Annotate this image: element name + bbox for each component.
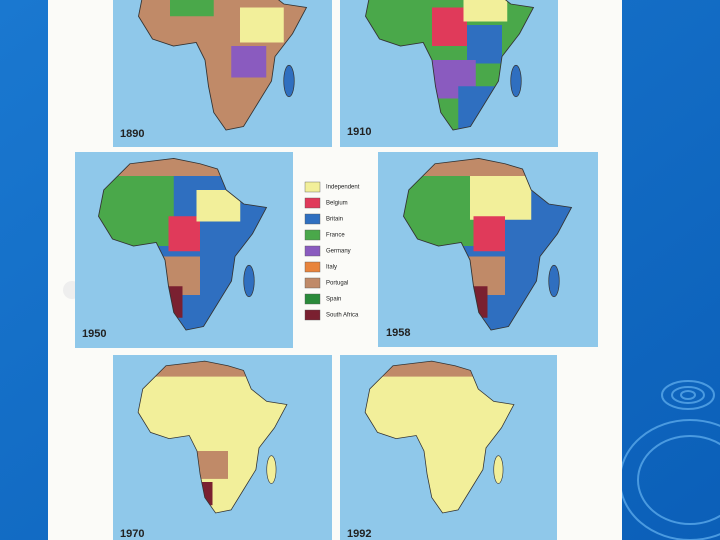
map-panel: 1910 <box>340 0 558 147</box>
madagascar <box>283 64 295 98</box>
legend-label: Portugal <box>326 281 348 287</box>
map-panel: 1992 <box>340 355 557 540</box>
legend-label: Italy <box>326 265 337 271</box>
region <box>432 7 467 46</box>
madagascar <box>266 455 277 484</box>
legend-swatch <box>304 277 321 289</box>
legend-label: Britain <box>326 217 343 223</box>
region <box>168 216 200 252</box>
year-label: 1910 <box>347 126 371 138</box>
madagascar <box>510 64 522 98</box>
legend-swatch <box>304 309 321 321</box>
region <box>240 7 284 43</box>
legend-swatch <box>304 197 321 209</box>
legend-swatch <box>304 213 321 225</box>
year-label: 1890 <box>120 128 144 140</box>
region <box>473 216 505 252</box>
coastline <box>138 0 308 131</box>
madagascar <box>548 264 560 298</box>
coastline <box>365 0 535 131</box>
legend-swatch <box>304 229 321 241</box>
madagascar <box>493 455 504 484</box>
maps: 1890 1910 1950 1958 1970 1992 <box>75 0 598 540</box>
region <box>463 0 508 22</box>
legend-swatch <box>304 181 321 193</box>
map-panel: 1950 <box>75 152 293 348</box>
legend: Independent Belgium Britain France Germany It… <box>300 172 375 322</box>
region <box>170 0 214 17</box>
legend-swatch <box>304 261 321 273</box>
legend-label: France <box>326 233 345 239</box>
legend-label: Independent <box>326 185 360 191</box>
map-panel: 1970 <box>113 355 332 540</box>
coastline <box>137 360 288 514</box>
coastline <box>403 158 573 331</box>
year-label: 1970 <box>120 528 144 540</box>
map-panel: 1958 <box>378 152 598 347</box>
coastline <box>98 158 268 331</box>
madagascar <box>243 264 255 298</box>
map-panel: 1890 <box>113 0 332 147</box>
legend-label: South Africa <box>326 313 359 319</box>
legend-label: Belgium <box>326 201 348 207</box>
legend-label: Spain <box>326 297 341 303</box>
year-label: 1950 <box>82 328 106 340</box>
region <box>197 451 228 479</box>
region <box>231 46 267 78</box>
region <box>98 176 174 246</box>
coastline <box>364 360 515 514</box>
region <box>470 176 532 220</box>
legend-swatch <box>304 293 321 305</box>
region <box>403 176 479 246</box>
year-label: 1958 <box>386 327 410 339</box>
region <box>467 25 502 64</box>
year-label: 1992 <box>347 528 371 540</box>
legend-swatch <box>304 245 321 257</box>
legend-label: Germany <box>326 249 351 255</box>
